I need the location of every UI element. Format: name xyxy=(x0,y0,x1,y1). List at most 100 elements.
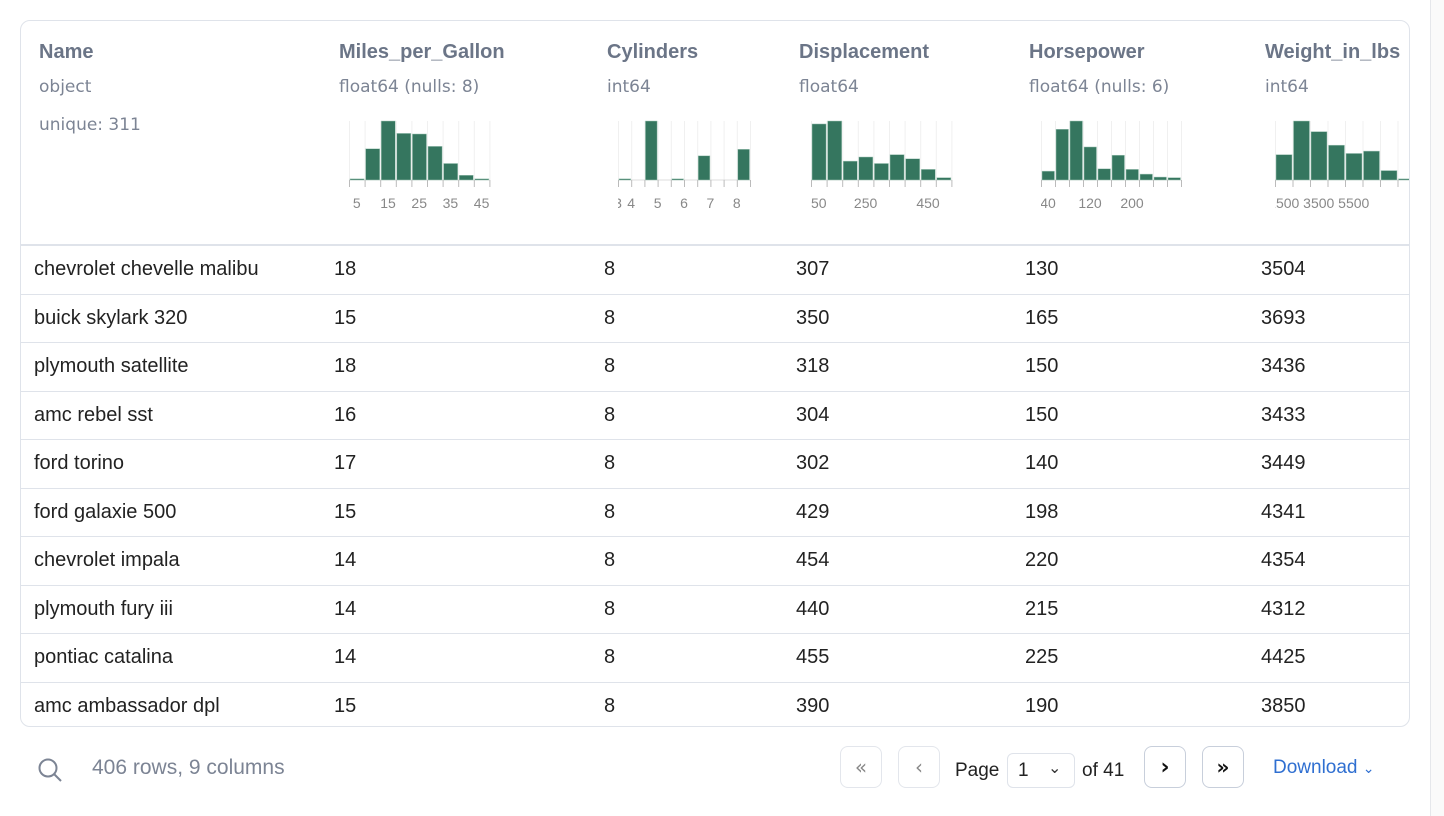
cell-displacement: 350 xyxy=(796,306,830,329)
cell-horsepower: 215 xyxy=(1025,597,1059,620)
column-header-miles_per_gallon[interactable]: Miles_per_Gallon xyxy=(339,41,505,63)
histogram-bar xyxy=(889,154,905,181)
cell-name: chevrolet impala xyxy=(34,549,180,571)
tick-label: 40 xyxy=(1041,195,1056,211)
histogram-bar xyxy=(458,175,474,181)
table-row[interactable]: amc rebel sst 16 8 304 150 3433 xyxy=(21,390,1409,440)
tick-label: 15 xyxy=(380,195,396,211)
column-header-displacement[interactable]: Displacement xyxy=(799,41,930,63)
cell-weight_in_lbs: 3504 xyxy=(1261,258,1306,280)
histogram-bar xyxy=(618,178,631,181)
histogram-bar xyxy=(1125,169,1139,181)
chevron-left-icon: ‹ xyxy=(915,755,923,779)
column-header-cylinders[interactable]: Cylinders xyxy=(607,41,699,63)
tick-label: 250 xyxy=(854,195,878,211)
histogram-cylinders: 34 5 6 7 8 xyxy=(618,120,751,211)
cell-horsepower: 140 xyxy=(1025,452,1059,474)
cell-displacement: 302 xyxy=(796,452,830,474)
data-table: Name object unique: 311 Miles_per_Gallon flo… xyxy=(20,20,1410,727)
column-type: float64 (nulls: 6) xyxy=(1029,77,1169,97)
column-type: float64 xyxy=(799,77,859,97)
cell-name: plymouth satellite xyxy=(34,355,189,377)
cell-cylinders: 8 xyxy=(604,500,616,523)
last-page-button[interactable]: » xyxy=(1202,746,1244,788)
table-row[interactable]: amc ambassador dpl 15 8 390 190 3850 xyxy=(21,681,1409,727)
cell-horsepower: 150 xyxy=(1025,403,1059,426)
table-row[interactable]: plymouth fury iii 14 8 440 215 4312 xyxy=(21,584,1409,634)
histogram-bar xyxy=(396,133,412,181)
cell-miles_per_gallon: 14 xyxy=(334,597,357,620)
cell-name: ford torino xyxy=(34,452,125,474)
column-dtype: float64 xyxy=(339,77,399,97)
cell-horsepower: 190 xyxy=(1025,694,1059,717)
histogram-bar xyxy=(427,146,443,181)
histogram-bar xyxy=(905,158,920,181)
chevron-down-icon: ⌄ xyxy=(1048,758,1062,777)
cell-miles_per_gallon: 16 xyxy=(334,403,357,426)
tick-label: 200 xyxy=(1120,195,1144,211)
table-row[interactable]: plymouth satellite 18 8 318 150 3436 xyxy=(21,342,1409,391)
column-null-count: (nulls: 8) xyxy=(404,77,480,97)
cell-cylinders: 8 xyxy=(604,597,616,620)
header-divider xyxy=(21,244,1409,245)
tick-label: 7 xyxy=(707,195,715,211)
histogram-bar xyxy=(365,148,380,181)
table-row[interactable]: ford galaxie 500 15 8 429 198 4341 xyxy=(21,487,1409,537)
vertical-scrollbar[interactable] xyxy=(1430,0,1444,816)
histogram-bar xyxy=(874,163,889,181)
cell-displacement: 307 xyxy=(796,258,830,280)
histogram-displacement: 50 250 450 xyxy=(811,120,953,211)
chevron-right-icon: › xyxy=(1160,754,1170,780)
table-row[interactable]: buick skylark 320 15 8 350 165 3693 xyxy=(21,293,1409,343)
cell-cylinders: 8 xyxy=(604,646,616,668)
tick-label: 3500 xyxy=(1303,195,1334,211)
chevron-down-icon: ⌄ xyxy=(1362,760,1375,776)
download-button[interactable]: Download ⌄ xyxy=(1273,757,1375,779)
search-icon[interactable] xyxy=(36,756,64,784)
cell-displacement: 454 xyxy=(796,549,830,571)
table-row[interactable]: chevrolet chevelle malibu 18 8 307 130 3504 xyxy=(21,245,1409,294)
histogram-bar xyxy=(827,120,842,181)
tick-label: 450 xyxy=(916,195,940,211)
cell-name: plymouth fury iii xyxy=(34,597,173,620)
previous-page-button[interactable]: ‹ xyxy=(898,746,940,788)
histogram-bar xyxy=(811,123,827,181)
table-row[interactable]: chevrolet impala 14 8 454 220 4354 xyxy=(21,536,1409,585)
histogram-bar xyxy=(1055,129,1069,181)
histogram-bar xyxy=(1398,178,1409,181)
histogram-bar xyxy=(349,178,365,181)
cell-cylinders: 8 xyxy=(604,306,616,329)
cell-miles_per_gallon: 18 xyxy=(334,258,357,280)
cell-miles_per_gallon: 14 xyxy=(334,549,357,571)
histogram-bar xyxy=(858,156,874,181)
column-dtype: float64 xyxy=(799,77,859,97)
first-page-button[interactable]: « xyxy=(840,746,882,788)
histogram-bar xyxy=(697,155,711,181)
column-header-weight_in_lbs[interactable]: Weight_in_lbs xyxy=(1265,41,1401,63)
cell-displacement: 455 xyxy=(796,646,830,668)
cell-horsepower: 130 xyxy=(1025,258,1059,280)
double-chevron-right-icon: » xyxy=(1216,755,1230,779)
tick-label: 1500 xyxy=(1275,195,1300,211)
cell-miles_per_gallon: 14 xyxy=(334,646,357,668)
cell-cylinders: 8 xyxy=(604,258,616,280)
tick-label: 5500 xyxy=(1338,195,1369,211)
histogram-bar xyxy=(1380,170,1398,181)
column-header-horsepower[interactable]: Horsepower xyxy=(1029,41,1145,63)
next-page-button[interactable]: › xyxy=(1144,746,1186,788)
histogram-bar xyxy=(1328,144,1345,181)
tick-label: 3 xyxy=(618,195,622,211)
cell-horsepower: 225 xyxy=(1025,646,1059,668)
cell-cylinders: 8 xyxy=(604,452,616,474)
cell-weight_in_lbs: 4341 xyxy=(1261,500,1306,523)
histogram-bar xyxy=(920,169,936,181)
column-header-name[interactable]: Name xyxy=(39,41,94,63)
download-label: Download xyxy=(1273,757,1358,778)
page-select[interactable]: 1 ⌄ xyxy=(1007,753,1075,788)
column-dtype: float64 xyxy=(1029,77,1089,97)
cell-name: amc rebel sst xyxy=(34,403,153,426)
table-row[interactable]: pontiac catalina 14 8 455 225 4425 xyxy=(21,633,1409,682)
cell-weight_in_lbs: 4425 xyxy=(1261,646,1306,668)
table-row[interactable]: ford torino 17 8 302 140 3449 xyxy=(21,439,1409,488)
cell-horsepower: 198 xyxy=(1025,500,1059,523)
